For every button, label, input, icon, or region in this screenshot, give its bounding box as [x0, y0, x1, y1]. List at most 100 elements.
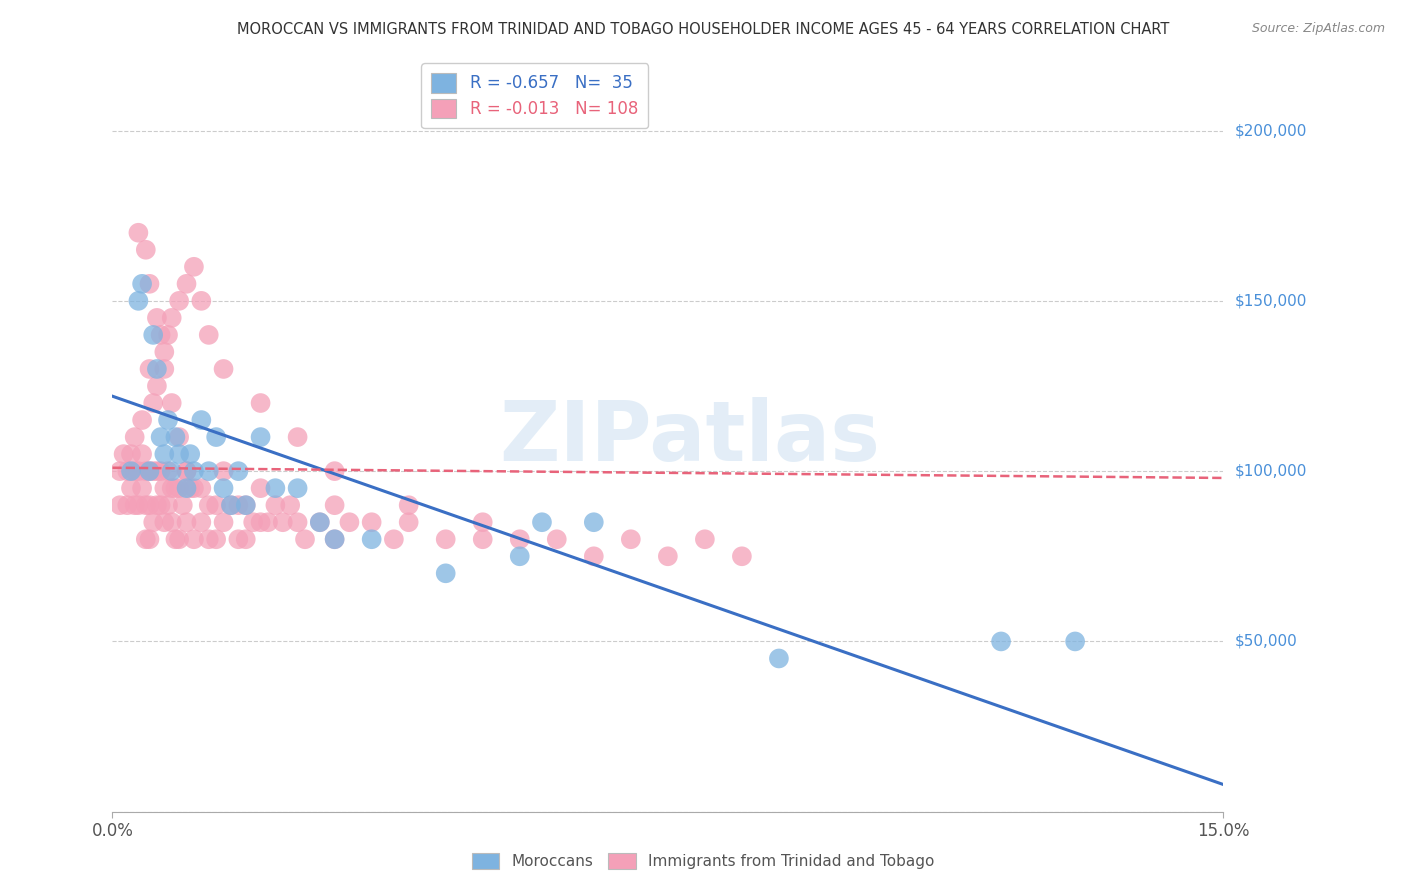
Point: [249, 481, 271, 495]
Point: [179, 447, 201, 461]
Point: [135, 243, 157, 257]
Point: [124, 464, 146, 478]
Point: [153, 345, 176, 359]
Point: [176, 464, 198, 478]
Point: [120, 481, 142, 495]
Point: [264, 481, 287, 495]
Point: [249, 515, 271, 529]
Point: [509, 549, 531, 564]
Point: [157, 464, 180, 478]
Point: [205, 430, 228, 444]
Point: [197, 533, 219, 547]
Point: [165, 533, 187, 547]
Point: [257, 515, 280, 529]
Point: [190, 481, 212, 495]
Point: [228, 533, 250, 547]
Point: [219, 498, 242, 512]
Point: [149, 327, 172, 342]
Point: [264, 498, 287, 512]
Point: [117, 498, 139, 512]
Text: $50,000: $50,000: [1234, 634, 1298, 648]
Point: [990, 634, 1012, 648]
Point: [120, 464, 142, 478]
Point: [190, 515, 212, 529]
Point: [294, 533, 316, 547]
Point: [124, 498, 146, 512]
Point: [360, 515, 382, 529]
Point: [530, 515, 553, 529]
Point: [138, 277, 160, 291]
Point: [149, 464, 172, 478]
Point: [165, 430, 187, 444]
Point: [138, 498, 160, 512]
Point: [308, 515, 330, 529]
Point: [127, 464, 149, 478]
Point: [176, 464, 198, 478]
Point: [160, 515, 183, 529]
Legend: Moroccans, Immigrants from Trinidad and Tobago: Moroccans, Immigrants from Trinidad and …: [465, 847, 941, 875]
Point: [287, 430, 309, 444]
Point: [124, 430, 146, 444]
Point: [146, 379, 169, 393]
Point: [153, 362, 176, 376]
Point: [146, 362, 169, 376]
Point: [287, 515, 309, 529]
Point: [135, 533, 157, 547]
Point: [167, 430, 190, 444]
Point: [323, 533, 346, 547]
Point: [212, 362, 235, 376]
Point: [197, 464, 219, 478]
Point: [509, 533, 531, 547]
Point: [108, 498, 131, 512]
Point: [142, 396, 165, 410]
Point: [471, 533, 494, 547]
Point: [157, 327, 180, 342]
Point: [120, 447, 142, 461]
Point: [287, 481, 309, 495]
Point: [546, 533, 568, 547]
Point: [657, 549, 679, 564]
Point: [138, 464, 160, 478]
Point: [146, 498, 169, 512]
Point: [339, 515, 361, 529]
Text: $150,000: $150,000: [1234, 293, 1306, 309]
Point: [197, 327, 219, 342]
Point: [183, 533, 205, 547]
Point: [249, 396, 271, 410]
Point: [228, 464, 250, 478]
Point: [176, 277, 198, 291]
Point: [582, 515, 605, 529]
Point: [235, 498, 257, 512]
Point: [160, 464, 183, 478]
Point: [197, 498, 219, 512]
Point: [205, 533, 228, 547]
Point: [131, 277, 153, 291]
Text: $200,000: $200,000: [1234, 123, 1306, 138]
Point: [731, 549, 754, 564]
Point: [179, 481, 201, 495]
Text: MOROCCAN VS IMMIGRANTS FROM TRINIDAD AND TOBAGO HOUSEHOLDER INCOME AGES 45 - 64 : MOROCCAN VS IMMIGRANTS FROM TRINIDAD AND…: [236, 22, 1170, 37]
Point: [172, 498, 194, 512]
Point: [167, 293, 190, 308]
Point: [271, 515, 294, 529]
Point: [160, 310, 183, 325]
Point: [205, 498, 228, 512]
Point: [382, 533, 405, 547]
Point: [323, 464, 346, 478]
Point: [160, 481, 183, 495]
Point: [434, 533, 457, 547]
Point: [127, 293, 149, 308]
Point: [153, 481, 176, 495]
Point: [160, 396, 183, 410]
Point: [117, 464, 139, 478]
Point: [768, 651, 790, 665]
Point: [398, 515, 420, 529]
Text: Source: ZipAtlas.com: Source: ZipAtlas.com: [1251, 22, 1385, 36]
Point: [398, 498, 420, 512]
Point: [131, 481, 153, 495]
Point: [249, 430, 271, 444]
Point: [176, 515, 198, 529]
Point: [190, 413, 212, 427]
Point: [153, 447, 176, 461]
Point: [471, 515, 494, 529]
